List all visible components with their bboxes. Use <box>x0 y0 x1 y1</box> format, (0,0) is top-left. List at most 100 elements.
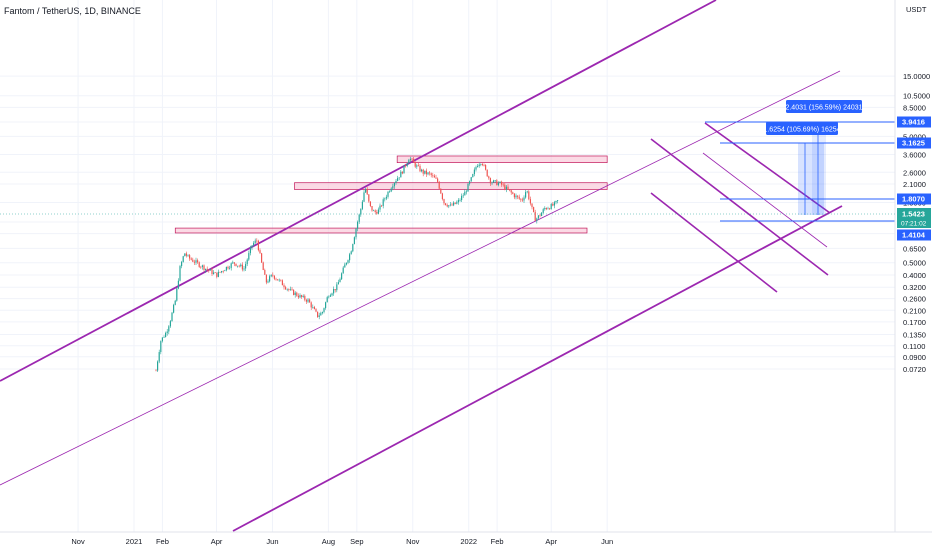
candle-body <box>331 293 333 296</box>
candle-body <box>232 262 234 264</box>
time-tick-label: Nov <box>406 537 420 546</box>
price-badge-18070: 1.8070 <box>902 195 925 204</box>
price-tick-label: 2.1000 <box>903 180 926 189</box>
candle-body <box>382 199 384 206</box>
candle-body <box>285 287 287 290</box>
candle-body <box>430 173 432 176</box>
candle-body <box>294 292 296 295</box>
candle-body <box>488 176 490 179</box>
price-tick-label: 0.2600 <box>903 295 926 304</box>
candle-body <box>344 264 346 268</box>
candle-body <box>448 205 450 207</box>
candle-body <box>459 200 461 201</box>
candle-body <box>264 270 266 275</box>
candle-body <box>385 196 388 199</box>
candle-body <box>525 192 527 198</box>
price-tick-label: 10.5000 <box>903 92 930 101</box>
candle-body <box>243 268 245 270</box>
candle-body <box>157 361 159 371</box>
time-tick-label: 2022 <box>460 537 477 546</box>
candle-body <box>478 164 480 166</box>
candle-body <box>467 183 469 192</box>
candle-body <box>261 253 263 263</box>
trend-channels[interactable] <box>0 0 843 532</box>
candle-body <box>485 165 487 170</box>
candle-body <box>214 272 216 274</box>
candle-body <box>337 282 340 285</box>
candle-body <box>475 167 477 170</box>
candle-body <box>166 331 168 333</box>
channel-line[interactable] <box>0 0 717 382</box>
resistance-zone[interactable] <box>294 182 608 190</box>
candle-body <box>509 189 511 191</box>
candle-body <box>531 203 533 208</box>
measure-label-lower: 1.6254 (105.69%) 16254 <box>763 127 840 134</box>
candle-body <box>451 204 453 206</box>
price-tick-label: 15.0000 <box>903 72 930 81</box>
candle-body <box>521 199 524 201</box>
time-axis[interactable]: Nov 2021 Feb Apr Jun Aug Sep Nov 2022 Feb Apr Jun <box>0 531 932 546</box>
price-tick-label: 0.6500 <box>903 244 926 253</box>
candle-body <box>272 274 274 276</box>
channel-line[interactable] <box>650 192 778 293</box>
price-tick-label: 8.5000 <box>903 103 926 112</box>
channel-line[interactable] <box>232 205 843 532</box>
candle-body <box>389 191 391 193</box>
candle-body <box>361 201 364 209</box>
candle-body <box>358 214 360 222</box>
channel-line[interactable] <box>704 122 831 214</box>
candle-body <box>461 195 463 201</box>
candle-body <box>211 269 213 275</box>
time-tick-label: Jun <box>266 537 278 546</box>
price-tick-label: 0.4000 <box>903 271 926 280</box>
candle-body <box>449 204 452 206</box>
price-tick-label: 0.3200 <box>903 283 926 292</box>
candle-body <box>208 269 210 271</box>
candle-body <box>329 295 332 297</box>
resistance-zone[interactable] <box>174 227 588 234</box>
price-tick-label: 2.6000 <box>903 168 926 177</box>
candle-body <box>291 289 293 290</box>
candle-body <box>233 262 236 264</box>
candle-body <box>520 198 522 200</box>
time-tick-label: Jun <box>601 537 613 546</box>
resistance-zone[interactable] <box>396 155 608 163</box>
candle-body <box>446 205 448 207</box>
candle-body <box>192 259 194 262</box>
candle-body <box>339 279 341 283</box>
candle-body <box>387 191 389 197</box>
candle-body <box>312 307 314 308</box>
candle-body <box>507 186 509 190</box>
candle-body <box>345 262 348 265</box>
grid <box>0 0 895 532</box>
measure-box-lower[interactable] <box>798 143 824 215</box>
price-tick-label: 0.0720 <box>903 365 926 374</box>
measure-tools[interactable]: 2.4031 (156.59%) 24031 1.6254 (105.69%) 1… <box>705 100 895 222</box>
candle-body <box>245 264 247 269</box>
candle-body <box>429 172 431 174</box>
candle-body <box>501 181 503 185</box>
support-resistance-zones[interactable] <box>174 155 608 234</box>
candle-body <box>251 245 253 248</box>
channel-line[interactable] <box>702 152 828 248</box>
candle-body <box>390 188 392 192</box>
candle-body <box>333 289 335 294</box>
candle-body <box>173 304 175 313</box>
price-tick-label: 5.0000 <box>903 132 926 141</box>
candle-body <box>518 196 520 199</box>
candle-body <box>541 212 543 216</box>
candle-body <box>278 279 280 281</box>
candle-body <box>203 265 205 271</box>
candle-body <box>262 262 264 271</box>
candle-body <box>163 337 165 338</box>
price-axis[interactable]: 15.000010.50008.50006.50005.00003.60002.… <box>894 0 930 532</box>
channel-line[interactable] <box>650 138 829 276</box>
time-tick-label: 2021 <box>126 537 143 546</box>
candle-body <box>529 199 532 204</box>
measure-box-upper[interactable] <box>812 122 826 215</box>
last-price-box <box>897 208 931 228</box>
channel-line[interactable] <box>0 70 841 486</box>
time-tick-label: Nov <box>71 537 85 546</box>
